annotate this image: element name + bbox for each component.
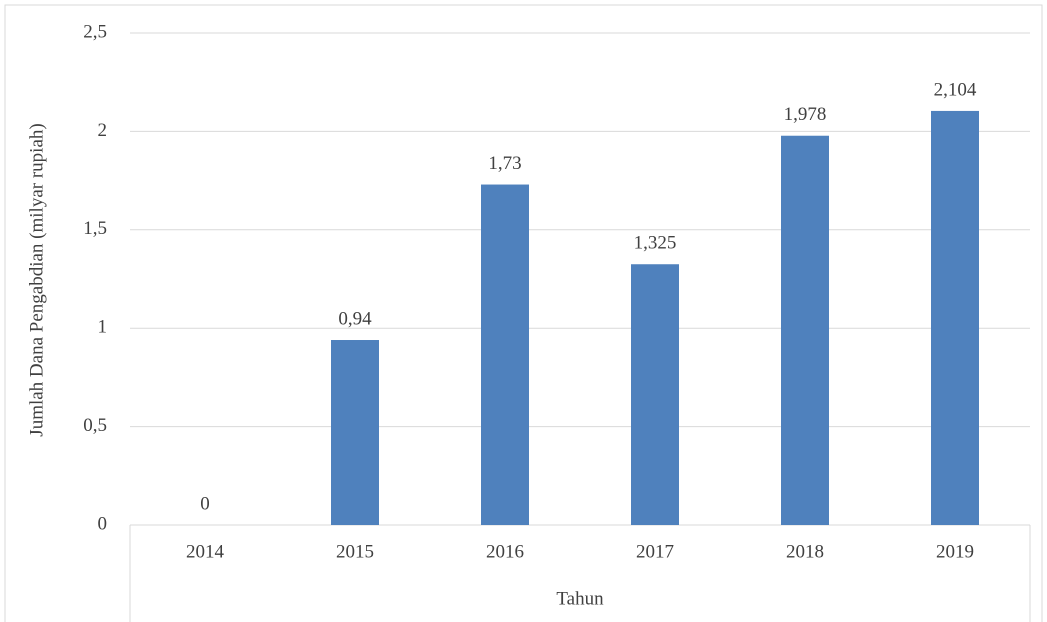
y-tick-label: 0,5 — [83, 415, 107, 436]
bar — [781, 135, 829, 525]
x-tick-label: 2019 — [936, 541, 974, 562]
bar — [331, 340, 379, 525]
data-label: 1,73 — [488, 153, 521, 174]
bar — [931, 110, 979, 525]
bar — [631, 264, 679, 525]
x-tick-label: 2014 — [186, 541, 225, 562]
data-label: 0 — [200, 493, 210, 514]
x-axis-title: Tahun — [556, 588, 604, 609]
x-tick-label: 2018 — [786, 541, 824, 562]
y-axis-title: Jumlah Dana Pengabdian (milyar rupiah) — [26, 123, 47, 436]
data-label: 1,978 — [784, 104, 827, 125]
data-label: 0,94 — [338, 308, 372, 329]
y-tick-label: 0 — [98, 513, 108, 534]
y-tick-label: 1,5 — [83, 218, 107, 239]
data-label: 2,104 — [934, 79, 977, 100]
x-tick-label: 2017 — [636, 541, 674, 562]
chart-frame — [4, 4, 1043, 622]
x-tick-label: 2015 — [336, 541, 374, 562]
bar — [481, 184, 529, 525]
data-label: 1,325 — [634, 233, 677, 254]
x-tick-label: 2016 — [486, 541, 524, 562]
y-tick-label: 2 — [98, 120, 108, 141]
y-tick-label: 1 — [98, 317, 108, 338]
y-tick-label: 2,5 — [83, 21, 107, 42]
